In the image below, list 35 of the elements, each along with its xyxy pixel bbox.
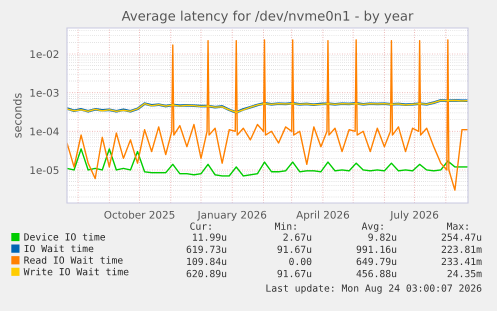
text: 0.00: [289, 258, 312, 266]
text: 649.79u: [356, 258, 396, 266]
x-tick-label: January 2026: [197, 210, 266, 221]
legend-label: Read IO Wait time: [24, 256, 123, 264]
text: Avg:: [362, 222, 383, 232]
legend-label: IO Wait time: [24, 244, 94, 252]
text: Max:: [446, 222, 468, 230]
text: 233.41m: [442, 258, 482, 266]
y-tick-label: 1e-02: [30, 50, 58, 58]
text: 11.99u: [193, 233, 226, 241]
y-tick-label: 1e-03: [30, 88, 59, 97]
text: Cur:: [190, 222, 211, 230]
y-tick-label: 1e-05: [30, 166, 58, 174]
text: Last update: Mon Aug 24 03:00:07 2026: [266, 284, 482, 294]
text: 620.89u: [186, 270, 226, 278]
legend-label: Write IO Wait time: [24, 268, 128, 276]
text: 254.47u: [442, 233, 482, 241]
x-tick-label: October 2025: [104, 210, 174, 219]
text: Min:: [274, 222, 296, 230]
text: 2.67u: [283, 233, 312, 241]
x-tick-label: April 2026: [296, 210, 350, 221]
text: 109.84u: [187, 258, 226, 266]
text: 991.16u: [356, 246, 396, 253]
text: 91.67u: [277, 246, 312, 253]
y-axis-title: seconds: [13, 93, 22, 138]
text: 223.81m: [442, 246, 482, 253]
text: 456.88u: [356, 270, 396, 278]
text: 24.35m: [448, 270, 482, 278]
legend-label: Device IO time: [24, 233, 106, 241]
text: 619.73u: [186, 246, 226, 253]
x-tick-label: July 2026: [390, 210, 438, 221]
y-tick-label: 1e-04: [30, 128, 59, 136]
text: 91.67u: [277, 270, 312, 278]
chart-title: Average latency for /dev/nvme0n1 - by year: [122, 10, 414, 24]
text: 9.82u: [368, 233, 396, 241]
